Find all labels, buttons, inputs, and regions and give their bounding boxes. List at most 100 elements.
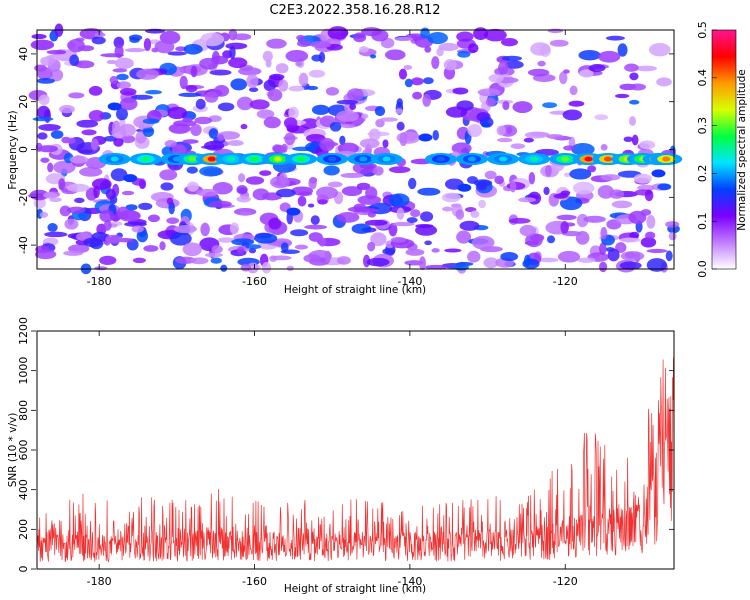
noise-blob	[546, 235, 556, 244]
noise-blob	[58, 178, 66, 191]
noise-blob	[562, 109, 583, 121]
noise-blob	[576, 213, 589, 228]
noise-blob	[270, 255, 292, 261]
snr-x-ticks: -180 -160 -140 -120	[87, 331, 578, 588]
noise-blob	[628, 210, 647, 225]
noise-blob	[40, 157, 50, 163]
noise-blob	[358, 46, 369, 53]
noise-blob	[538, 257, 559, 263]
figure-title: C2E3.2022.358.16.28.R12	[269, 3, 440, 18]
noise-blob	[112, 68, 128, 73]
noise-blob	[600, 226, 608, 240]
noise-blob	[225, 42, 248, 50]
noise-blob	[311, 104, 330, 115]
colorbar-tick-label: 0.1	[696, 212, 709, 230]
noise-blob	[128, 34, 143, 41]
noise-blob	[67, 206, 86, 214]
noise-blob	[629, 231, 640, 239]
spectrogram-y-tick-label: 40	[17, 47, 30, 61]
noise-blob	[336, 99, 359, 105]
noise-blob	[285, 49, 309, 63]
band-segment-peak	[359, 156, 368, 162]
noise-blob	[568, 100, 585, 107]
noise-blob	[236, 185, 248, 195]
noise-blob	[232, 33, 252, 41]
spectrogram-y-ticks: -40 -20 0 20 40	[17, 47, 674, 254]
noise-blob	[269, 73, 285, 81]
band-segment-peak	[273, 156, 282, 162]
noise-blob	[248, 247, 257, 254]
noise-blob	[164, 139, 177, 148]
noise-blob	[160, 182, 174, 191]
noise-blob	[473, 179, 493, 187]
noise-blob	[217, 134, 225, 142]
noise-blob	[79, 167, 103, 177]
noise-blob	[316, 186, 339, 200]
colorbar-gradient	[712, 30, 736, 269]
noise-blob	[268, 217, 282, 230]
noise-blob	[424, 46, 432, 53]
band-segment-peak	[188, 156, 197, 162]
noise-blob	[648, 42, 671, 57]
noise-blob	[599, 242, 607, 255]
noise-blob	[367, 241, 376, 252]
noise-blob	[501, 38, 518, 47]
noise-blob	[210, 257, 222, 264]
noise-blob	[142, 126, 155, 137]
noise-blob	[644, 189, 654, 202]
noise-blob	[455, 209, 465, 220]
noise-blob	[240, 263, 252, 272]
noise-blob	[559, 71, 568, 85]
noise-blob	[132, 257, 146, 264]
noise-blob	[577, 257, 596, 263]
noise-blob	[166, 217, 180, 224]
noise-blob	[208, 200, 232, 208]
noise-blob	[204, 91, 219, 103]
noise-blob	[40, 56, 56, 66]
noise-blob	[410, 209, 421, 218]
noise-blob	[382, 248, 395, 255]
noise-blob	[619, 237, 641, 243]
noise-blob	[240, 123, 248, 130]
noise-blob	[311, 54, 323, 62]
noise-blob	[422, 93, 432, 107]
noise-blob	[169, 231, 192, 246]
noise-blob	[83, 237, 102, 248]
noise-blob	[303, 254, 321, 263]
noise-blob	[68, 92, 85, 99]
noise-blob	[196, 188, 219, 197]
snr-x-label: Height of straight line (km)	[284, 583, 426, 595]
noise-blob	[230, 78, 248, 91]
noise-blob	[63, 250, 84, 256]
noise-blob	[195, 98, 206, 110]
noise-blob	[109, 76, 119, 85]
noise-blob	[379, 117, 398, 122]
noise-blob	[239, 211, 252, 216]
snr-y-ticks: 0 200 400 600 800 1000 1200	[17, 317, 674, 573]
noise-blob	[284, 132, 296, 146]
noise-blob	[417, 187, 441, 196]
noise-blob	[308, 177, 317, 190]
noise-blob	[47, 162, 54, 173]
noise-blob	[369, 54, 377, 59]
noise-blob	[424, 264, 448, 270]
noise-blob	[94, 266, 108, 271]
spectrogram-x-tick-label: -160	[242, 275, 267, 288]
noise-blob	[406, 217, 418, 223]
noise-blob	[500, 251, 519, 262]
noise-blob	[420, 211, 434, 222]
noise-blob	[118, 210, 141, 222]
noise-blob	[115, 107, 128, 121]
band-segment-peak	[584, 156, 593, 162]
noise-blob	[560, 220, 569, 234]
snr-y-label: SNR (10 * v/v)	[7, 413, 19, 488]
noise-blob	[190, 65, 198, 78]
noise-blob	[200, 222, 210, 237]
noise-blob	[432, 129, 439, 141]
noise-blob	[629, 83, 646, 91]
noise-blob	[154, 40, 175, 54]
noise-blob	[442, 206, 453, 212]
noise-blob	[594, 114, 609, 121]
noise-blob	[179, 75, 188, 90]
noise-blob	[36, 105, 51, 120]
